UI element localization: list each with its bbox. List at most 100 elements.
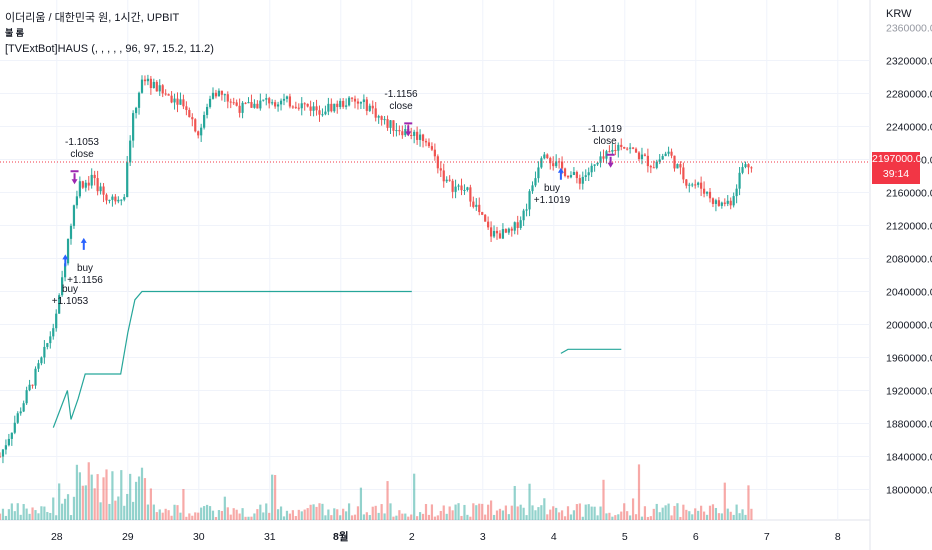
buy-arrow-icon bbox=[62, 254, 69, 267]
candle-body bbox=[688, 184, 691, 186]
y-axis[interactable]: 2320000.02280000.02240000.02200000.02160… bbox=[886, 23, 932, 497]
volume-bar bbox=[61, 503, 64, 520]
candle-body bbox=[223, 94, 226, 96]
candle-body bbox=[232, 102, 235, 104]
y-tick-label: 2160000.0 bbox=[886, 188, 932, 200]
volume-bar bbox=[611, 516, 614, 520]
volume-bar bbox=[362, 514, 365, 520]
volume-bar bbox=[566, 506, 570, 520]
volume-bar bbox=[161, 512, 164, 520]
volume-bar bbox=[31, 507, 34, 520]
volume-bar bbox=[410, 514, 413, 520]
signal-label-line1: -1.1053 bbox=[65, 137, 99, 148]
x-tick-label: 5 bbox=[622, 531, 628, 543]
volume-bar bbox=[416, 516, 419, 520]
candle-body bbox=[457, 185, 460, 187]
y-tick-label: 1880000.0 bbox=[886, 419, 932, 431]
volume-bar bbox=[673, 505, 676, 520]
candle-body bbox=[285, 96, 289, 99]
volume-bars bbox=[0, 462, 753, 520]
volume-bar bbox=[55, 515, 58, 520]
candle-body bbox=[129, 140, 132, 163]
currency-label[interactable]: KRW bbox=[886, 8, 912, 20]
candle-body bbox=[623, 147, 626, 149]
close-arrow-icon bbox=[606, 153, 615, 168]
volume-bar bbox=[90, 474, 93, 520]
candle-body bbox=[303, 103, 306, 105]
y-tick-label: 1920000.0 bbox=[886, 386, 932, 398]
candle-body bbox=[534, 178, 537, 186]
volume-bar bbox=[49, 512, 52, 520]
volume-bar bbox=[652, 508, 655, 520]
candle-body bbox=[395, 130, 398, 132]
volume-bar bbox=[143, 478, 147, 520]
candle-body bbox=[244, 102, 247, 104]
volume-bar bbox=[1, 508, 5, 520]
indicator-legend[interactable]: [TVExtBot]HAUS (, , , , , 96, 97, 15.2, … bbox=[5, 43, 214, 55]
candle-body bbox=[63, 263, 67, 278]
signal-label-line2: close bbox=[389, 101, 413, 112]
volume-bar bbox=[347, 503, 351, 520]
volume-bar bbox=[688, 511, 691, 520]
indicator-line-main bbox=[52, 290, 412, 428]
volume-bar bbox=[629, 515, 632, 520]
candle-body bbox=[265, 98, 268, 100]
volume-bar bbox=[626, 511, 629, 520]
volume-bar bbox=[81, 485, 84, 520]
volume-bar bbox=[750, 508, 753, 520]
candle-body bbox=[738, 172, 741, 189]
volume-bar bbox=[587, 504, 590, 520]
candle-body bbox=[705, 191, 709, 194]
candle-body bbox=[492, 230, 496, 237]
candle-body bbox=[590, 165, 593, 173]
volume-bar bbox=[691, 514, 694, 520]
signal-label-line2: close bbox=[70, 149, 94, 160]
volume-bar bbox=[522, 507, 525, 520]
y-tick-label: 1800000.0 bbox=[886, 485, 932, 497]
volume-bar bbox=[152, 504, 155, 520]
volume-bar bbox=[581, 516, 584, 520]
volume-bar bbox=[569, 514, 573, 520]
y-tick-label: 2080000.0 bbox=[886, 254, 932, 266]
volume-bar bbox=[694, 508, 697, 520]
candle-body bbox=[291, 106, 294, 108]
candle-body bbox=[22, 403, 25, 412]
candle-body bbox=[179, 99, 182, 105]
volume-bar bbox=[291, 510, 294, 520]
candle-body bbox=[501, 229, 505, 239]
volume-bar bbox=[475, 505, 478, 520]
volume-bar bbox=[368, 515, 371, 520]
volume-bar bbox=[167, 510, 170, 520]
candle-body bbox=[522, 210, 525, 221]
volume-bar bbox=[46, 511, 49, 520]
volume-bar bbox=[540, 505, 543, 520]
volume-bar bbox=[108, 503, 111, 520]
candle-body bbox=[78, 181, 81, 197]
volume-bar bbox=[463, 504, 466, 520]
volume-bar bbox=[93, 488, 96, 520]
candle-body bbox=[211, 92, 215, 99]
candle-body bbox=[747, 164, 750, 168]
candle-body bbox=[652, 167, 655, 169]
volume-bar bbox=[720, 513, 723, 520]
candle-body bbox=[250, 102, 253, 108]
candle-body bbox=[717, 200, 720, 206]
volume-bar bbox=[235, 509, 238, 520]
candle-body bbox=[365, 99, 368, 111]
candle-body bbox=[401, 131, 404, 136]
symbol-title[interactable]: 이더리움 / 대한민국 원, 1시간, UPBIT bbox=[5, 12, 180, 24]
volume-bar bbox=[735, 504, 738, 520]
volume-bar bbox=[723, 482, 726, 520]
volume-bar bbox=[433, 516, 436, 520]
candle-body bbox=[321, 114, 324, 116]
volume-bar bbox=[563, 516, 567, 520]
candle-body bbox=[661, 156, 664, 160]
volume-bar bbox=[543, 498, 546, 520]
x-axis[interactable]: 28 29 30 31 8월 2 3 4 5 6 7 8 bbox=[51, 530, 841, 543]
volume-bar bbox=[492, 514, 496, 520]
candle-body bbox=[383, 119, 386, 121]
volume-bar bbox=[226, 507, 229, 520]
volume-bar bbox=[164, 508, 167, 520]
candle-body bbox=[276, 104, 280, 107]
